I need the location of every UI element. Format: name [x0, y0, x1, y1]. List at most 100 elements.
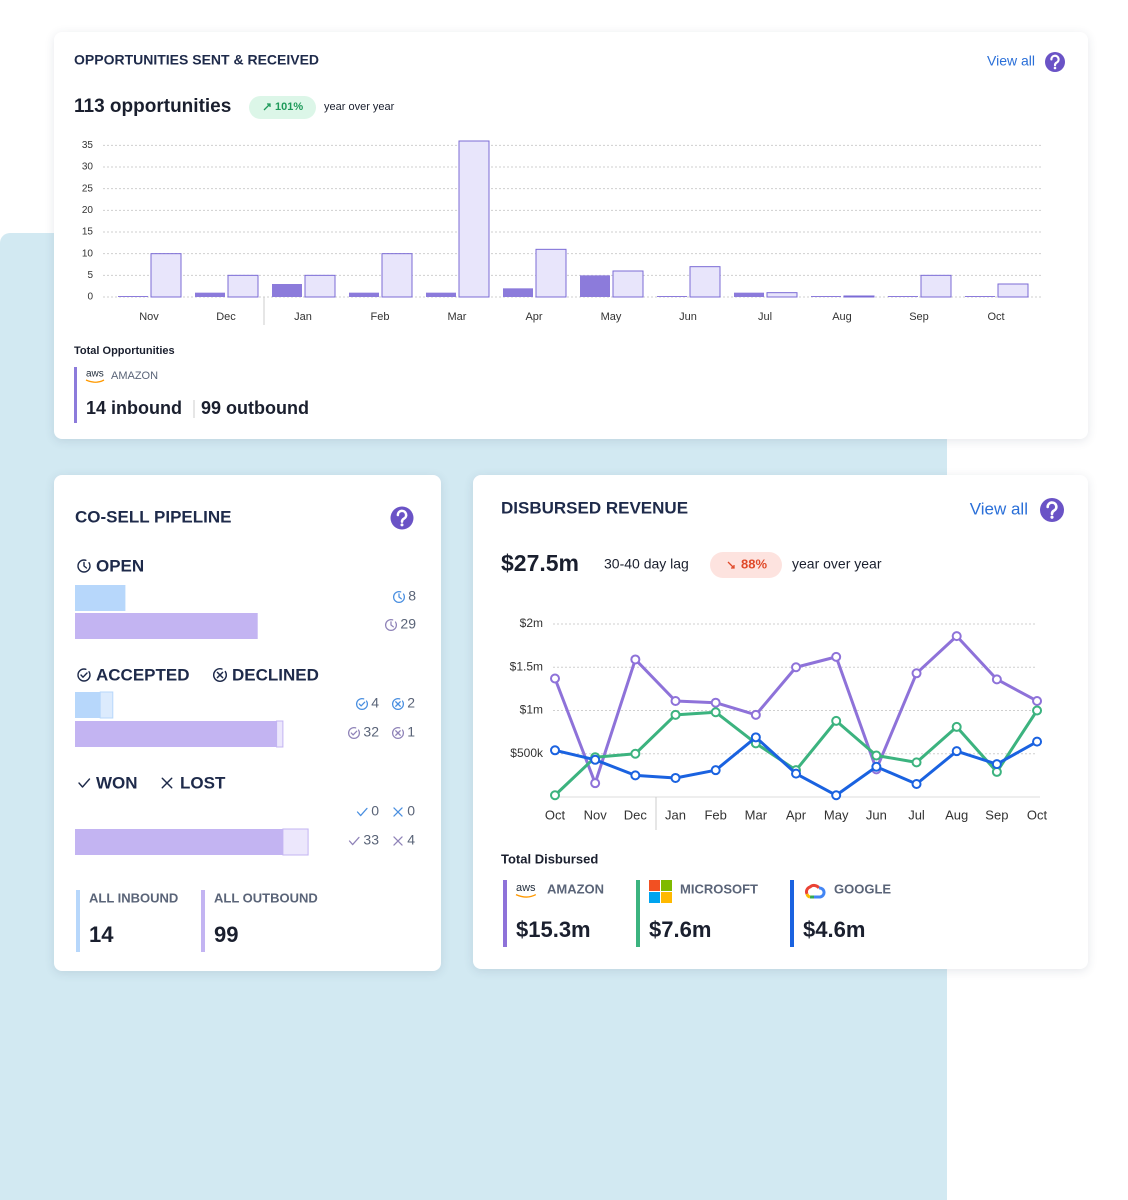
bar-outbound — [458, 140, 490, 298]
bar-inbound — [965, 296, 995, 297]
x-tick-label: Nov — [139, 311, 159, 323]
outbound-total: 99 outbound — [201, 398, 309, 418]
footer-label: Total Opportunities — [74, 345, 175, 357]
icon-check — [350, 730, 358, 736]
x-tick-label: Mar — [448, 311, 467, 323]
change-badge — [710, 552, 782, 578]
icon-check — [78, 778, 91, 788]
help-icon[interactable] — [390, 506, 414, 530]
headline: $27.5m — [501, 550, 579, 576]
cloud-blue — [814, 886, 826, 899]
icon-ring — [212, 667, 228, 683]
data-point — [670, 772, 681, 783]
view-all-link[interactable]: View all — [970, 499, 1028, 518]
outbound-count: 29 — [400, 616, 416, 632]
icon-ring — [355, 697, 369, 711]
opportunities-card — [54, 32, 1088, 439]
bar-inbound — [888, 296, 918, 297]
outbound-bar — [75, 721, 277, 747]
x-tick-label: Oct — [987, 311, 1004, 323]
x-tick-label: May — [601, 311, 622, 323]
partner-name: MICROSOFT — [680, 881, 758, 896]
inbound-count: 4 — [371, 695, 379, 711]
cloud-red — [805, 883, 821, 895]
bar-outbound — [150, 253, 182, 298]
group-label: ACCEPTED — [96, 665, 190, 684]
icon-x — [393, 836, 403, 846]
partner-total: $4.6m — [803, 917, 865, 942]
help-icon[interactable] — [1040, 498, 1064, 522]
icon-x — [395, 730, 401, 736]
outbound-count: 4 — [407, 832, 415, 848]
icon-x — [161, 777, 173, 789]
help-circle — [390, 506, 414, 530]
data-point — [550, 790, 560, 801]
data-point — [710, 697, 721, 708]
google-cloud-logo — [805, 883, 826, 899]
x-tick-label: Feb — [704, 807, 726, 822]
outbound-count: 1 — [407, 724, 415, 740]
x-tick-label: Feb — [371, 311, 390, 323]
card-title: CO-SELL PIPELINE — [75, 507, 232, 526]
data-point — [831, 651, 842, 662]
aws-smile — [85, 379, 105, 383]
arrow-down — [727, 561, 735, 569]
help-icon[interactable] — [1045, 52, 1065, 72]
icon-check — [80, 672, 88, 678]
help-circle — [1040, 498, 1064, 522]
outbound-count: 33 — [363, 832, 379, 848]
data-point — [951, 631, 962, 642]
icon-check — [348, 836, 360, 846]
partner-accent — [790, 880, 794, 947]
inbound-total: 14 inbound — [86, 398, 182, 418]
bar-outbound — [612, 270, 644, 298]
total-accent — [76, 890, 80, 952]
data-point — [590, 778, 601, 789]
bar-inbound — [195, 292, 225, 297]
data-point — [911, 668, 922, 679]
icon-ring — [77, 559, 91, 573]
group-label: OPEN — [96, 556, 144, 575]
partner-accent — [503, 880, 507, 947]
partner-accent — [636, 880, 640, 947]
icon-clock — [384, 618, 398, 632]
data-point — [1032, 705, 1043, 716]
data-point — [550, 745, 560, 756]
icon-x — [161, 777, 173, 789]
microsoft-logo — [661, 880, 672, 891]
total-value: 14 — [89, 922, 114, 947]
y-tick-label: 5 — [87, 270, 93, 281]
microsoft-logo — [649, 880, 660, 891]
bar-outbound — [381, 253, 413, 298]
series-line — [553, 634, 1038, 785]
x-tick-label: Apr — [525, 311, 542, 323]
total-label: ALL INBOUND — [89, 890, 178, 905]
card-title: OPPORTUNITIES SENT & RECEIVED — [74, 52, 319, 68]
help-circle — [1045, 52, 1065, 72]
inbound-count: 0 — [371, 803, 379, 819]
bar-outbound — [997, 283, 1029, 298]
aws-logo: aws — [516, 882, 536, 894]
y-tick-label: 0 — [87, 292, 93, 303]
data-point — [670, 709, 681, 720]
icon-check — [356, 807, 368, 817]
total-label: ALL OUTBOUND — [214, 890, 318, 905]
data-point — [550, 673, 560, 684]
card-title: DISBURSED REVENUE — [501, 498, 688, 517]
aws-logo: aws — [86, 369, 104, 380]
bar-inbound — [657, 296, 687, 297]
icon-check — [78, 778, 91, 788]
bar-inbound — [734, 292, 764, 297]
icon-checkc — [347, 726, 361, 740]
partner-accent — [74, 367, 77, 423]
view-all-link[interactable]: View all — [987, 53, 1035, 69]
partner-total: $7.6m — [649, 917, 711, 942]
x-tick-label: Sep — [985, 807, 1008, 822]
icon-ring — [347, 726, 361, 740]
data-point — [630, 654, 641, 665]
data-point — [871, 761, 882, 772]
data-point — [590, 754, 601, 765]
y-tick-label: 20 — [82, 205, 94, 216]
icon-x — [393, 836, 403, 846]
x-tick-label: Jul — [908, 807, 925, 822]
